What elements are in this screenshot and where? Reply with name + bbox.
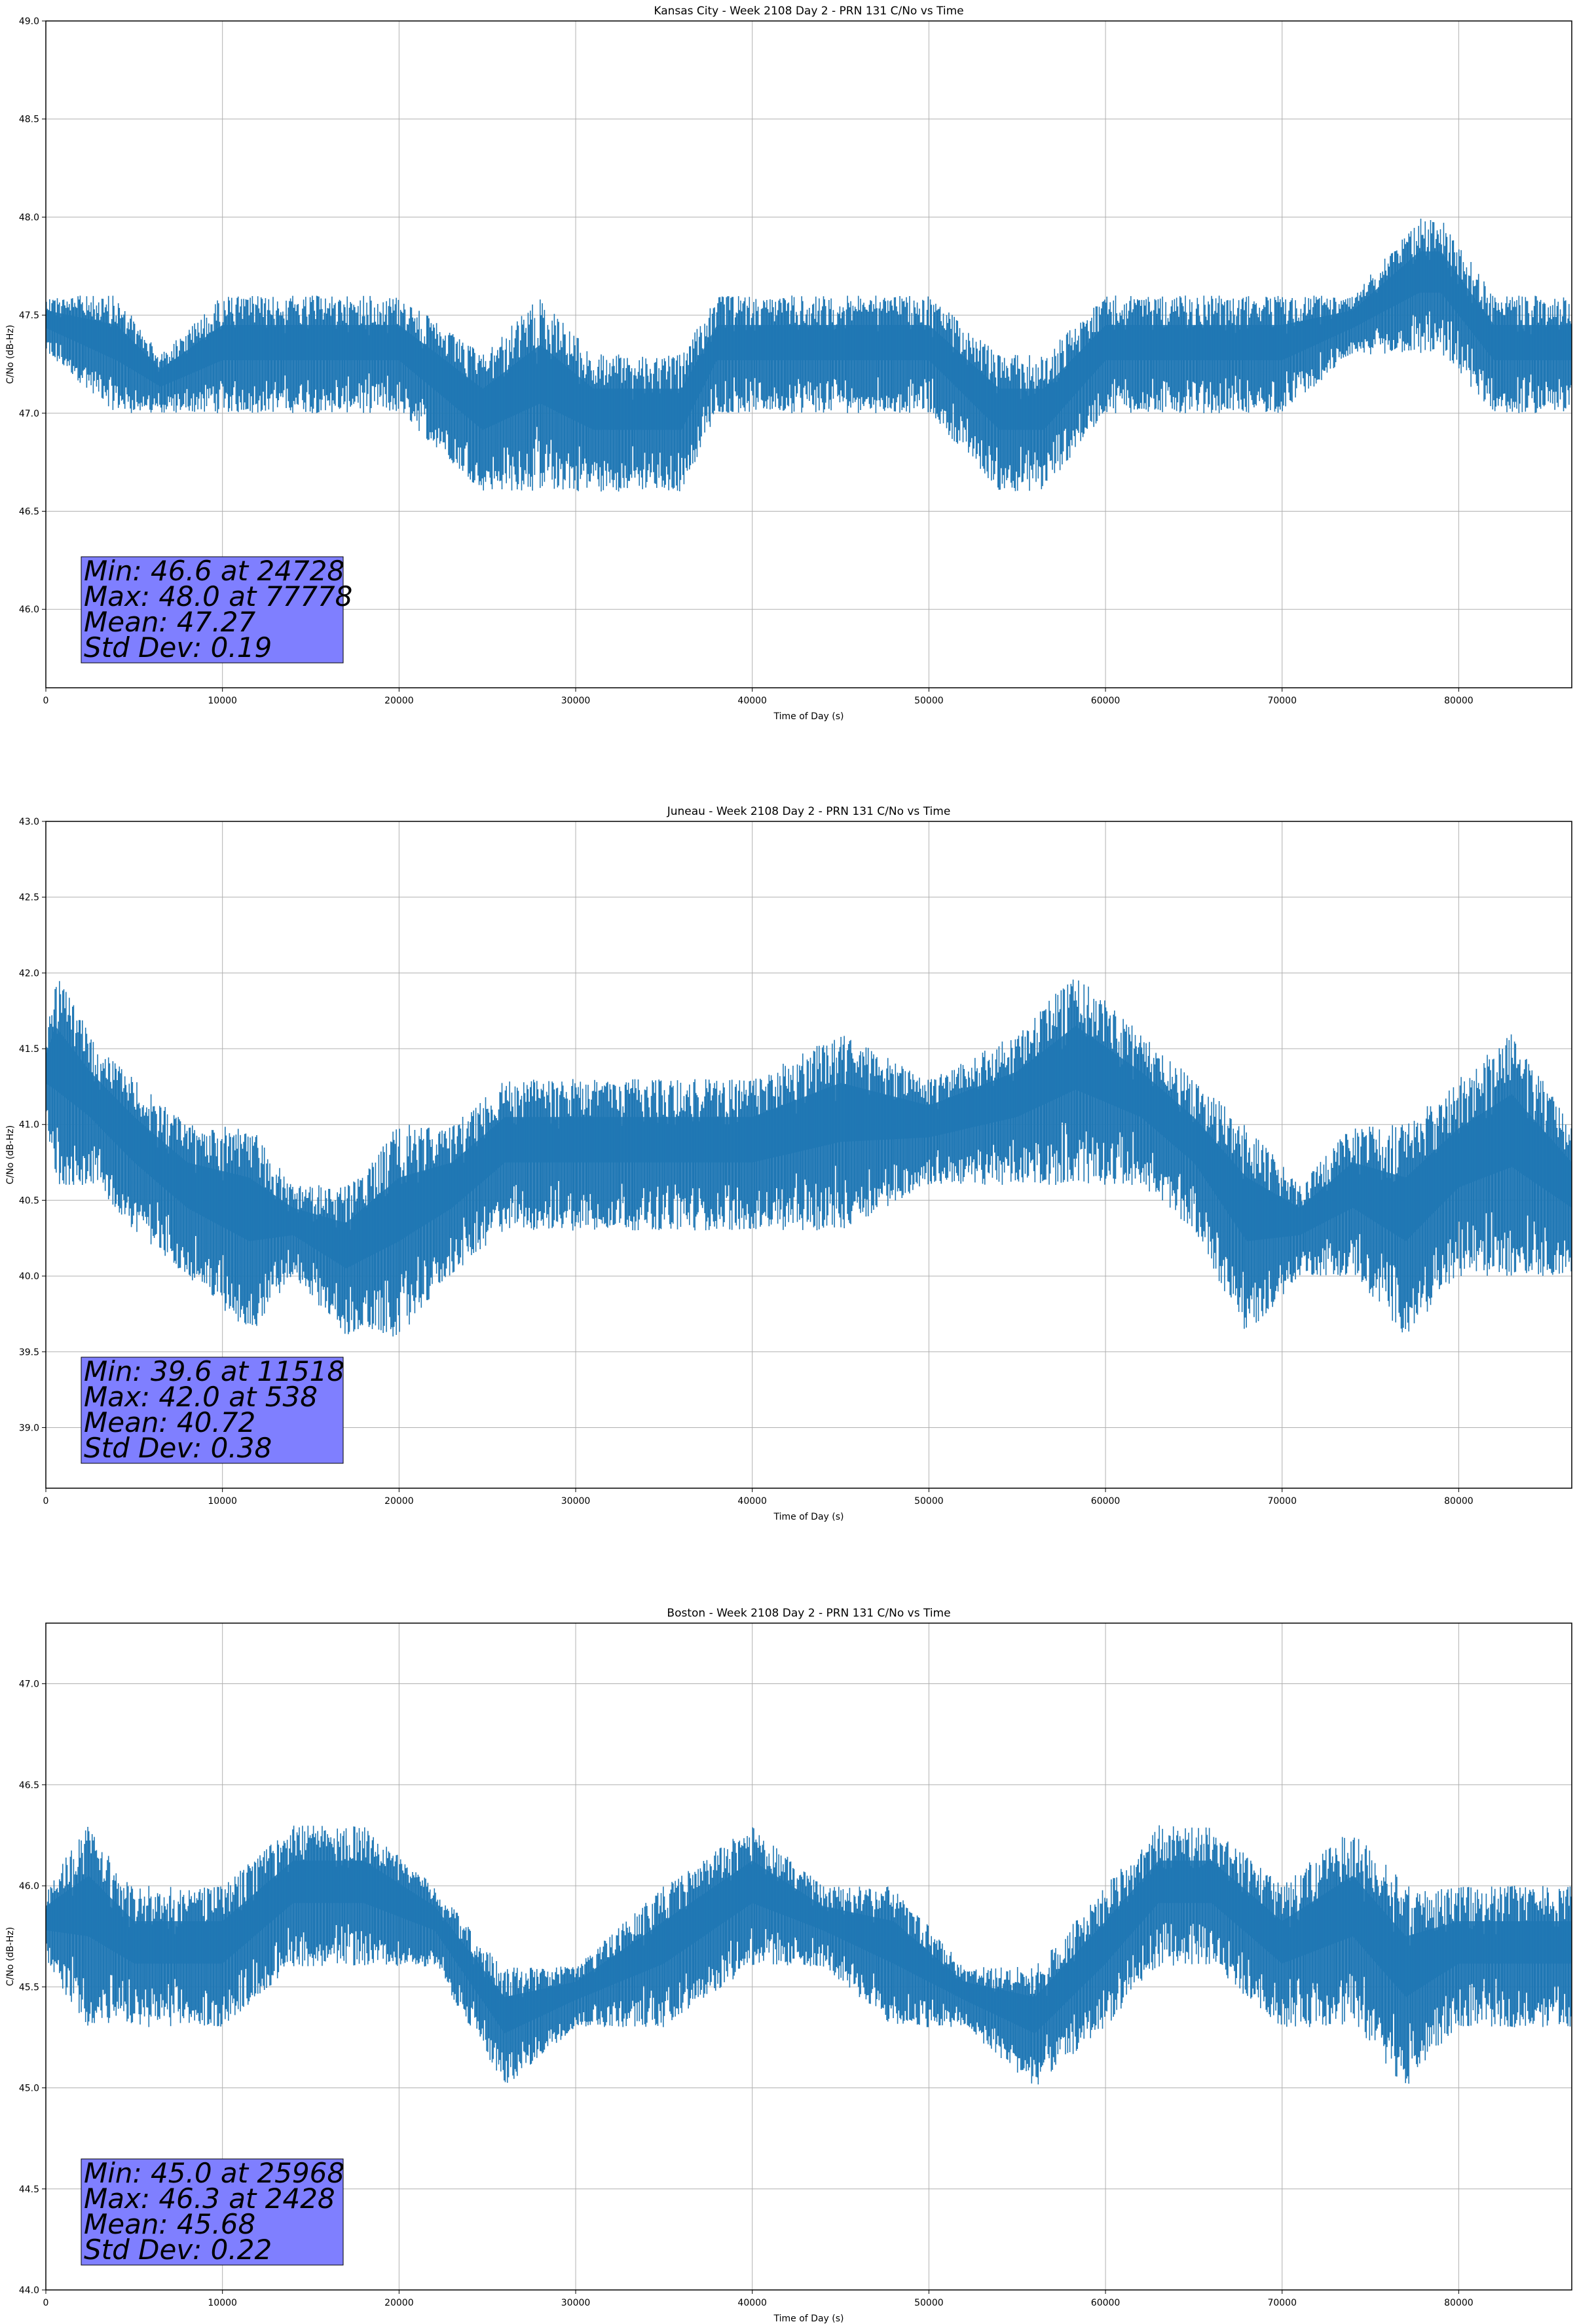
x-tick-label: 80000 — [1444, 696, 1474, 706]
y-tick-label: 41.5 — [19, 1044, 39, 1055]
stats-box — [81, 1357, 344, 1464]
y-tick-label: 39.5 — [19, 1347, 39, 1358]
y-tick-label: 42.0 — [19, 968, 39, 979]
y-axis-label: C/No (dB-Hz) — [5, 325, 16, 384]
x-tick-label: 50000 — [914, 696, 944, 706]
stats-line: Mean: 40.72 — [84, 1406, 255, 1438]
y-tick-label: 48.5 — [19, 115, 39, 125]
x-tick-label: 0 — [43, 2298, 49, 2308]
stats-line: Std Dev: 0.22 — [84, 2234, 272, 2266]
stats-line: Max: 48.0 at 77778 — [84, 580, 352, 612]
x-tick-label: 40000 — [737, 1496, 767, 1507]
chart-title: Kansas City - Week 2108 Day 2 - PRN 131 … — [654, 5, 963, 18]
x-tick-label: 0 — [43, 1496, 49, 1507]
chart-title: Juneau - Week 2108 Day 2 - PRN 131 C/No … — [667, 805, 951, 818]
x-axis-label: Time of Day (s) — [773, 711, 844, 722]
plot-frame — [45, 20, 1572, 688]
stats-line: Std Dev: 0.19 — [84, 631, 272, 664]
chart-panel-3: 0 10000 20000 30000 40000 50000 60000 70000 8000… — [5, 1607, 1572, 2324]
chart-panel-2: 0 10000 20000 30000 40000 50000 60000 70000 8000… — [5, 805, 1572, 1522]
cno-series-band — [46, 251, 1572, 430]
chart-title: Boston - Week 2108 Day 2 - PRN 131 C/No … — [667, 1607, 950, 1620]
y-tick-label: 44.5 — [19, 2184, 39, 2195]
stats-line: Max: 42.0 at 538 — [84, 1381, 318, 1413]
y-tick-label: 46.5 — [19, 507, 39, 517]
x-tick-label: 60000 — [1091, 696, 1121, 706]
x-tick-label: 80000 — [1444, 2298, 1474, 2308]
stats-line: Std Dev: 0.38 — [84, 1432, 272, 1464]
y-tick-label: 48.0 — [19, 212, 39, 223]
y-tick-label: 45.5 — [19, 1982, 39, 1993]
y-tick-label: 49.0 — [19, 16, 39, 27]
plot-frame — [45, 821, 1572, 1489]
x-tick-label: 20000 — [384, 2298, 414, 2308]
x-tick-label: 30000 — [561, 2298, 591, 2308]
x-tick-label: 20000 — [384, 1496, 414, 1507]
y-axis-label: C/No (dB-Hz) — [5, 1125, 16, 1184]
stats-line: Min: 46.6 at 24728 — [84, 555, 344, 587]
x-axis-label: Time of Day (s) — [773, 2314, 844, 2324]
x-tick-label: 50000 — [914, 1496, 944, 1507]
y-tick-label: 47.0 — [19, 409, 39, 419]
x-tick-label: 60000 — [1091, 1496, 1121, 1507]
x-tick-label: 30000 — [561, 1496, 591, 1507]
stats-line: Mean: 45.68 — [84, 2208, 255, 2240]
y-tick-label: 44.0 — [19, 2285, 39, 2296]
y-tick-label: 43.0 — [19, 817, 39, 827]
cno-series-band — [46, 1860, 1572, 2034]
y-tick-label: 45.0 — [19, 2084, 39, 2094]
y-tick-label: 40.0 — [19, 1271, 39, 1282]
x-tick-label: 70000 — [1267, 1496, 1297, 1507]
x-tick-label: 10000 — [208, 1496, 237, 1507]
y-tick-label: 47.0 — [19, 1679, 39, 1690]
x-tick-label: 20000 — [384, 696, 414, 706]
y-tick-label: 46.0 — [19, 605, 39, 615]
x-tick-label: 10000 — [208, 696, 237, 706]
x-tick-label: 40000 — [737, 2298, 767, 2308]
x-axis-label: Time of Day (s) — [773, 1512, 844, 1522]
y-tick-label: 40.5 — [19, 1195, 39, 1206]
chart-panel-1: 0 10000 20000 30000 40000 50000 60000 70000 8000… — [5, 5, 1572, 722]
x-tick-label: 70000 — [1267, 696, 1297, 706]
x-tick-label: 40000 — [737, 696, 767, 706]
x-tick-label: 70000 — [1267, 2298, 1297, 2308]
stats-line: Mean: 47.27 — [84, 606, 255, 638]
stats-box — [81, 556, 344, 664]
y-tick-label: 46.5 — [19, 1780, 39, 1791]
stats-line: Min: 39.6 at 11518 — [84, 1355, 344, 1387]
y-axis-label: C/No (dB-Hz) — [5, 1927, 16, 1986]
stats-box — [81, 2158, 344, 2266]
stats-line: Max: 46.3 at 2428 — [84, 2183, 335, 2215]
cno-series-line — [46, 979, 1572, 1337]
x-tick-label: 30000 — [561, 696, 591, 706]
y-tick-label: 46.0 — [19, 1881, 39, 1892]
plot-frame — [45, 1622, 1572, 2291]
y-tick-label: 47.5 — [19, 310, 39, 321]
cno-series-line — [46, 1825, 1572, 2085]
y-tick-label: 41.0 — [19, 1120, 39, 1131]
stats-line: Min: 45.0 at 25968 — [84, 2157, 344, 2189]
x-tick-label: 10000 — [208, 2298, 237, 2308]
x-tick-label: 50000 — [914, 2298, 944, 2308]
x-tick-label: 60000 — [1091, 2298, 1121, 2308]
y-tick-label: 42.5 — [19, 893, 39, 903]
y-tick-label: 39.0 — [19, 1423, 39, 1433]
x-tick-label: 0 — [43, 696, 49, 706]
cno-series-band — [46, 1026, 1572, 1269]
x-tick-label: 80000 — [1444, 1496, 1474, 1507]
